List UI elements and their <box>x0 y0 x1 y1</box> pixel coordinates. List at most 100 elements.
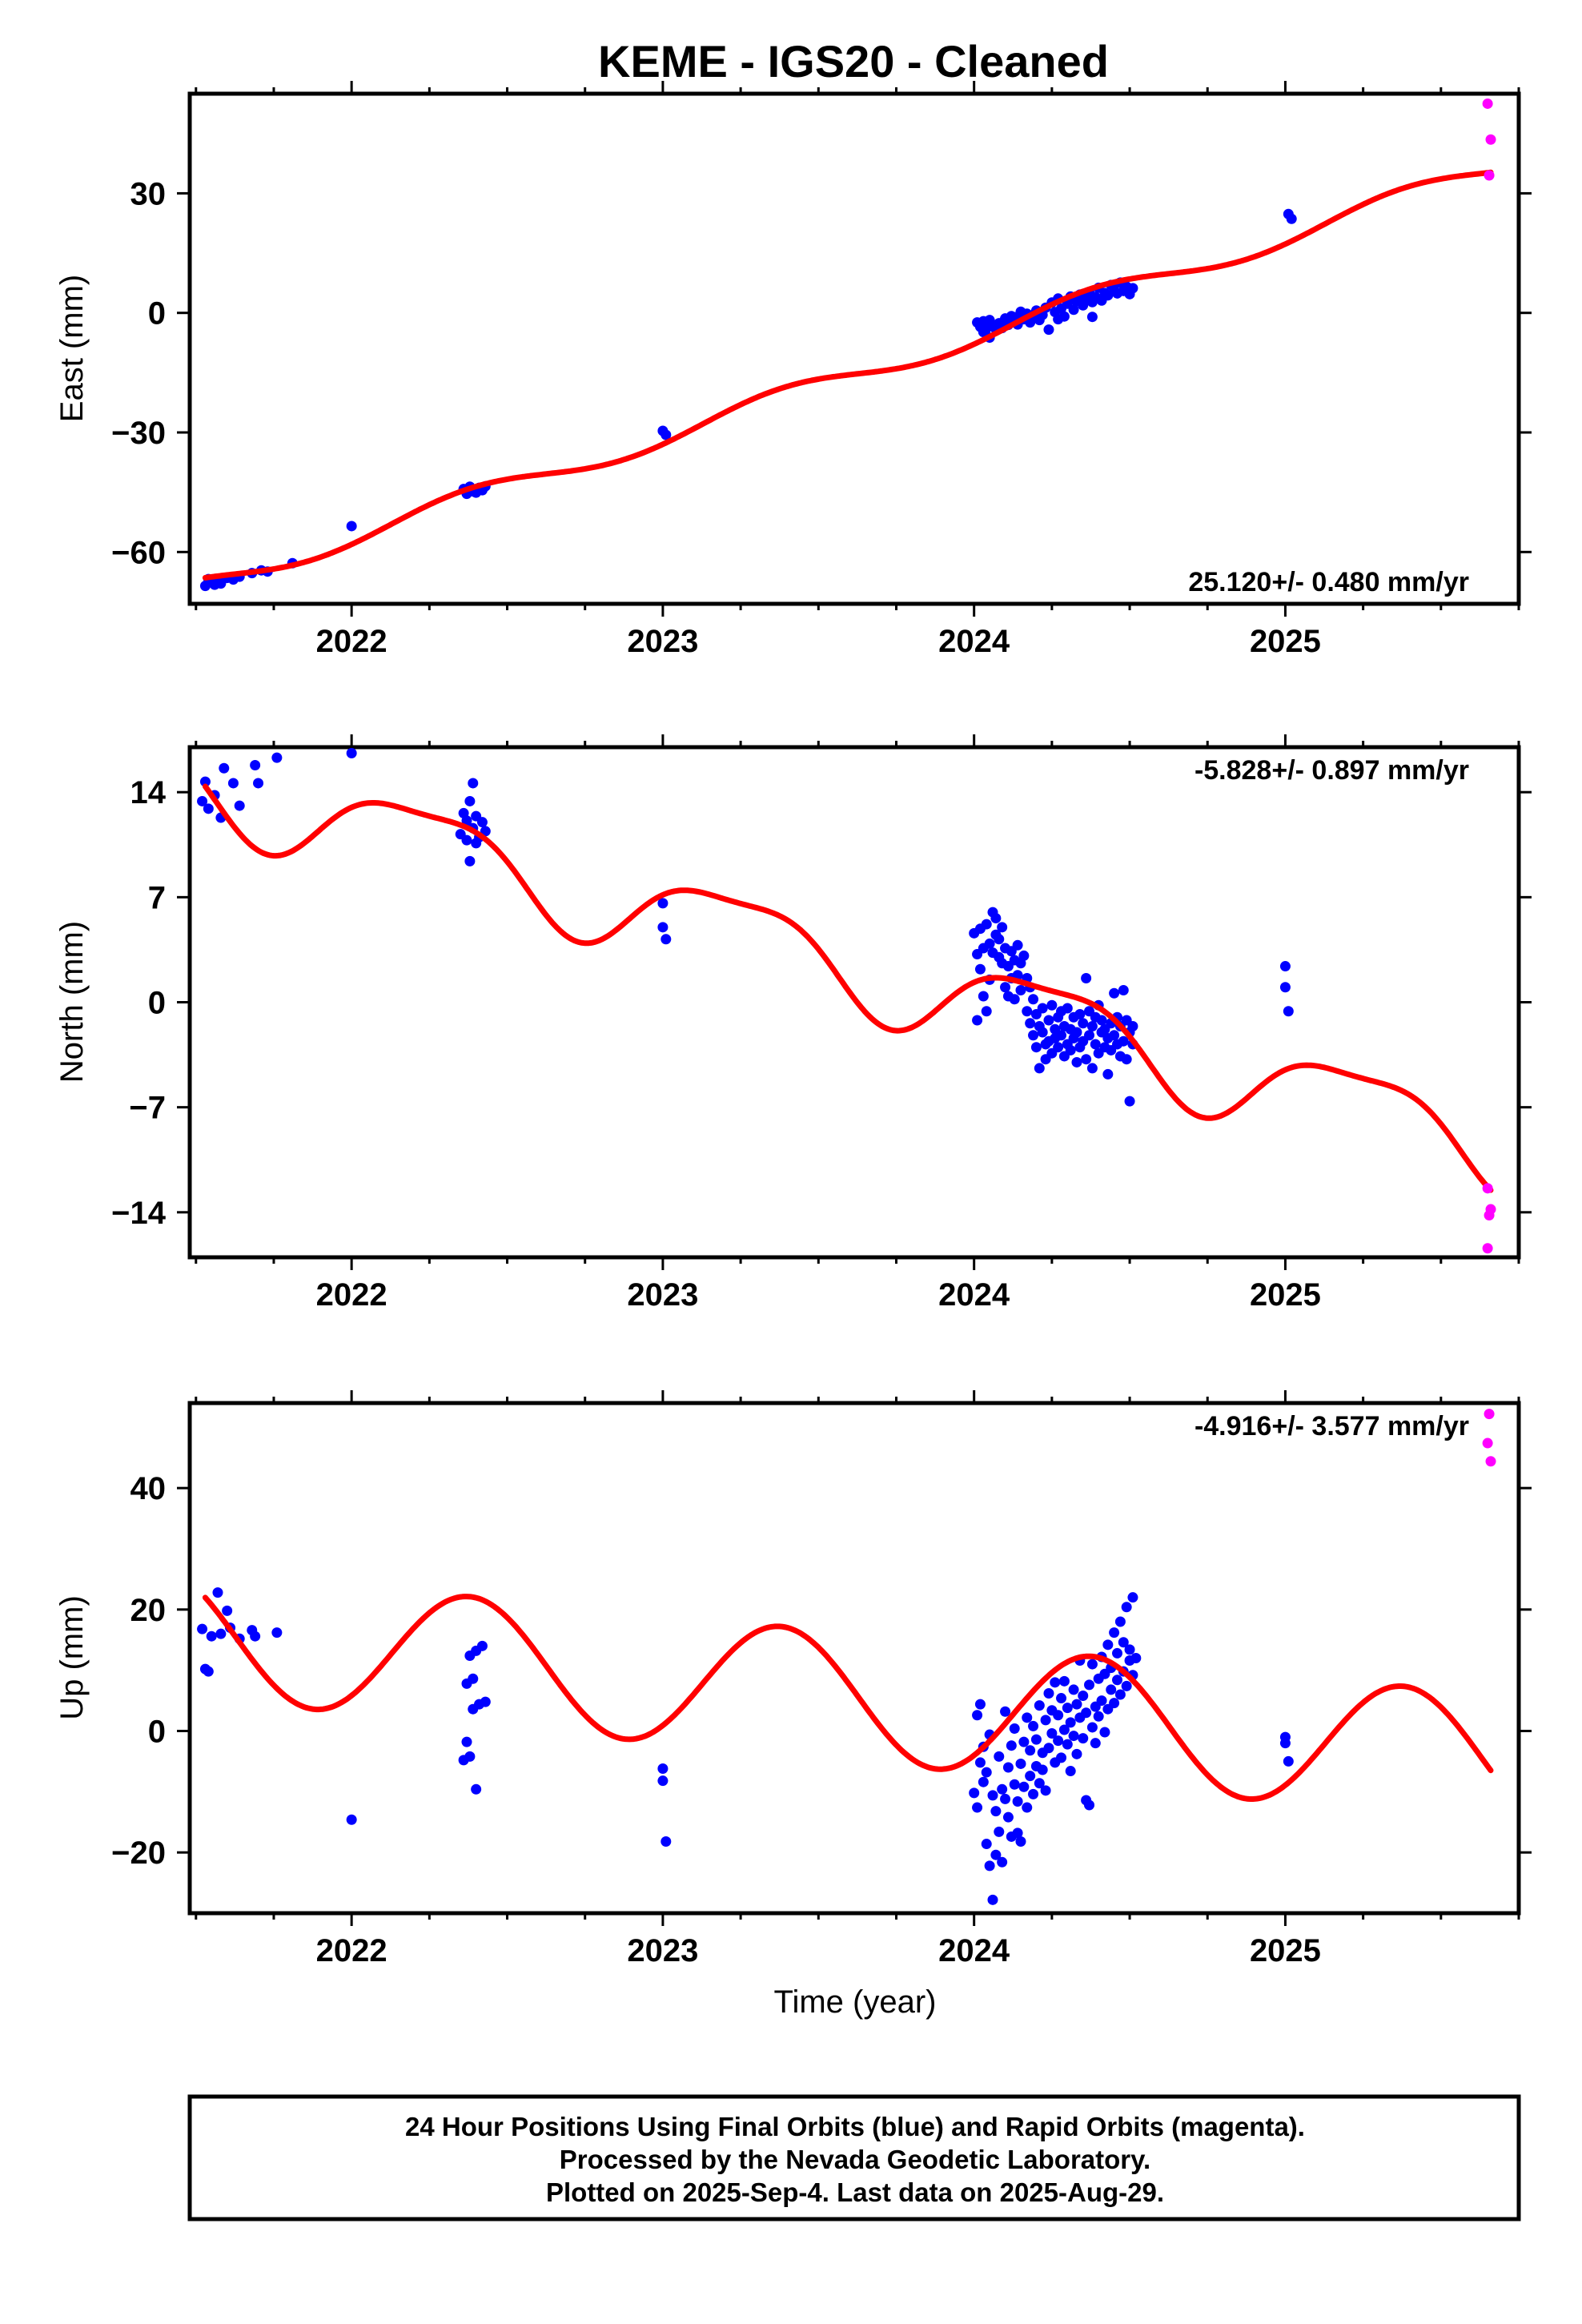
final-orbit-point <box>199 776 211 787</box>
final-orbit-point <box>1022 1006 1033 1017</box>
final-orbit-point <box>464 1751 476 1762</box>
final-orbit-point <box>1025 1745 1036 1756</box>
footer-line-1: 24 Hour Positions Using Final Orbits (bl… <box>405 2112 1305 2141</box>
final-orbit-point <box>1006 1740 1017 1751</box>
final-orbit-point <box>1018 1736 1030 1747</box>
final-orbit-point <box>476 817 488 828</box>
y-tick-label: 40 <box>130 1471 167 1506</box>
final-orbit-point <box>1096 1695 1107 1707</box>
east-panel: East (mm) 25.120+/- 0.480 mm/yr 2022 2023… <box>54 81 1532 659</box>
final-orbit-point <box>657 898 669 909</box>
final-orbit-point <box>1058 1724 1070 1735</box>
final-orbit-point <box>978 1776 989 1787</box>
final-orbit-point <box>1053 1735 1064 1747</box>
final-orbit-point <box>1015 1836 1026 1848</box>
x-tick-label: 2022 <box>316 1277 387 1313</box>
final-orbit-point <box>1015 1758 1026 1769</box>
final-orbit-point <box>1279 1738 1291 1749</box>
final-orbit-point <box>972 1710 983 1721</box>
final-orbit-point <box>346 1814 357 1825</box>
final-orbit-point <box>1090 1738 1101 1749</box>
final-orbit-point <box>346 521 357 532</box>
final-orbit-point <box>1096 1015 1107 1026</box>
final-orbit-point <box>1078 1733 1089 1744</box>
final-orbit-point <box>1046 999 1058 1011</box>
final-orbit-point <box>1084 1679 1095 1691</box>
final-orbit-point <box>972 1015 983 1026</box>
y-tick-label: 0 <box>148 296 166 332</box>
final-orbit-point <box>978 991 989 1002</box>
final-orbit-point <box>987 1894 998 1905</box>
final-orbit-point <box>1068 1731 1079 1742</box>
final-orbit-point <box>1121 1054 1132 1065</box>
final-orbit-point <box>981 919 992 930</box>
final-orbit-point <box>1030 1042 1042 1053</box>
footer-line-3: Plotted on 2025-Sep-4. Last data on 2025… <box>546 2177 1164 2207</box>
final-orbit-point <box>1000 1793 1011 1804</box>
final-orbit-point <box>1127 283 1138 294</box>
final-orbit-point <box>1034 1063 1045 1074</box>
y-tick-label: 0 <box>148 1715 166 1750</box>
final-orbit-point <box>1068 1684 1079 1695</box>
up-frame <box>187 1401 1521 1916</box>
final-orbit-point <box>661 1836 672 1848</box>
final-orbit-point <box>1009 1723 1020 1734</box>
final-orbit-point <box>468 1673 479 1684</box>
x-tick-label: 2024 <box>938 1277 1010 1313</box>
final-orbit-point <box>250 759 261 770</box>
final-orbit-point <box>1043 1015 1054 1026</box>
final-orbit-point <box>1025 1018 1036 1029</box>
x-tick-label: 2025 <box>1250 1277 1321 1313</box>
final-orbit-point <box>461 1736 472 1747</box>
final-orbit-point <box>1043 1743 1054 1754</box>
final-orbit-point <box>1062 1003 1073 1014</box>
north-panel: North (mm) -5.828+/- 0.897 mm/yr 2022 202… <box>54 734 1532 1313</box>
final-orbit-point <box>1114 1616 1126 1627</box>
final-orbit-point <box>1050 1677 1061 1688</box>
final-orbit-point <box>1078 1018 1089 1029</box>
y-tick-label: 30 <box>130 176 167 211</box>
y-tick-label: 7 <box>148 880 166 915</box>
up-ylabel: Up (mm) <box>54 1595 90 1720</box>
final-orbit-point <box>1015 985 1026 996</box>
final-orbit-point <box>1086 1020 1098 1031</box>
east-rate-label: 25.120+/- 0.480 mm/yr <box>1188 567 1469 597</box>
final-orbit-point <box>981 1839 992 1850</box>
final-orbit-point <box>1286 213 1297 224</box>
x-tick-label: 2023 <box>627 1277 698 1313</box>
north-ylabel: North (mm) <box>54 921 90 1083</box>
final-orbit-point <box>1109 1627 1120 1638</box>
final-orbit-point <box>1109 1698 1120 1709</box>
final-orbit-point <box>974 963 986 975</box>
rapid-orbit-point <box>1484 170 1495 181</box>
final-orbit-point <box>1118 1637 1129 1648</box>
final-orbit-point <box>657 1775 669 1787</box>
final-orbit-point <box>271 1627 283 1638</box>
x-tick-label: 2023 <box>627 1933 698 1968</box>
final-orbit-point <box>219 762 230 774</box>
final-orbit-point <box>1053 1710 1064 1721</box>
final-orbit-point <box>994 1751 1005 1762</box>
final-orbit-point <box>464 855 476 866</box>
final-orbit-point <box>1078 1691 1089 1702</box>
data-layer <box>199 98 1496 592</box>
final-orbit-point <box>1124 1644 1135 1655</box>
final-orbit-point <box>1090 1039 1101 1050</box>
final-orbit-point <box>222 1605 233 1616</box>
final-orbit-point <box>1053 314 1064 325</box>
final-orbit-point <box>994 1826 1005 1837</box>
y-tick-label: −7 <box>129 1091 166 1126</box>
rapid-orbit-point <box>1482 1183 1493 1194</box>
final-orbit-point <box>657 1763 669 1775</box>
final-orbit-point <box>1118 985 1129 996</box>
final-orbit-point <box>468 778 479 789</box>
final-orbit-point <box>990 1806 1002 1817</box>
final-orbit-point <box>1056 1693 1067 1704</box>
model-fit-line <box>202 1594 1494 1802</box>
final-orbit-point <box>1124 1096 1135 1107</box>
east-ylabel: East (mm) <box>54 275 90 422</box>
x-tick-label: 2023 <box>627 624 698 659</box>
final-orbit-point <box>1081 1054 1092 1065</box>
final-orbit-point <box>1086 1063 1098 1074</box>
final-orbit-point <box>1114 1689 1126 1700</box>
